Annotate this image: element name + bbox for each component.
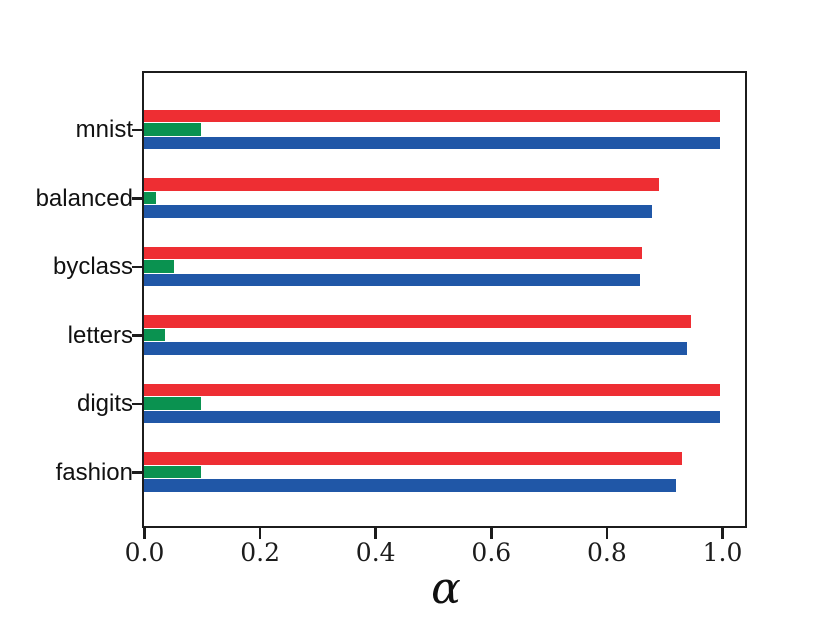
blue-bar-fashion [144,479,676,492]
category-label-balanced: balanced [35,184,133,212]
y-tick-letters [132,334,142,337]
y-tick-mnist [132,128,142,132]
x-axis-label: α [431,563,461,614]
x-tick-0.4 [374,528,377,539]
x-tick-0.2 [258,528,262,539]
y-tick-digits [132,402,142,406]
x-tick-0.8 [605,528,609,539]
green-bar-letters [144,328,165,342]
red-bar-byclass [144,246,643,260]
red-bar-letters [144,315,691,328]
x-tick-label-0.6: 0.6 [471,538,512,567]
x-tick-1.0 [721,528,724,539]
x-tick-0.6 [490,528,493,539]
green-bar-fashion [144,465,202,479]
green-bar-mnist [144,123,202,136]
blue-bar-mnist [144,136,721,150]
x-tick-label-0.2: 0.2 [240,538,280,567]
x-tick-0.0 [143,528,146,539]
category-label-digits: digits [76,390,133,417]
blue-bar-byclass [144,273,640,287]
blue-bar-digits [144,410,721,424]
x-tick-label-0.8: 0.8 [587,538,627,567]
green-bar-balanced [144,191,156,205]
plot-area [142,71,747,528]
red-bar-balanced [144,178,659,191]
category-label-fashion: fashion [55,458,133,486]
red-bar-mnist [144,109,721,123]
red-bar-fashion [144,452,683,465]
y-tick-fashion [132,471,142,474]
y-tick-byclass [132,265,142,269]
blue-bar-balanced [144,205,652,218]
blue-bar-letters [144,342,687,355]
red-bar-digits [144,383,721,397]
y-tick-balanced [132,197,142,200]
category-label-byclass: byclass [52,253,133,280]
green-bar-digits [144,397,202,410]
x-tick-label-0.4: 0.4 [355,538,396,567]
category-label-mnist: mnist [75,116,133,143]
green-bar-byclass [144,260,175,273]
x-tick-label-0.0: 0.0 [124,538,165,567]
category-label-letters: letters [67,321,133,349]
x-tick-label-1.0: 1.0 [702,538,743,567]
